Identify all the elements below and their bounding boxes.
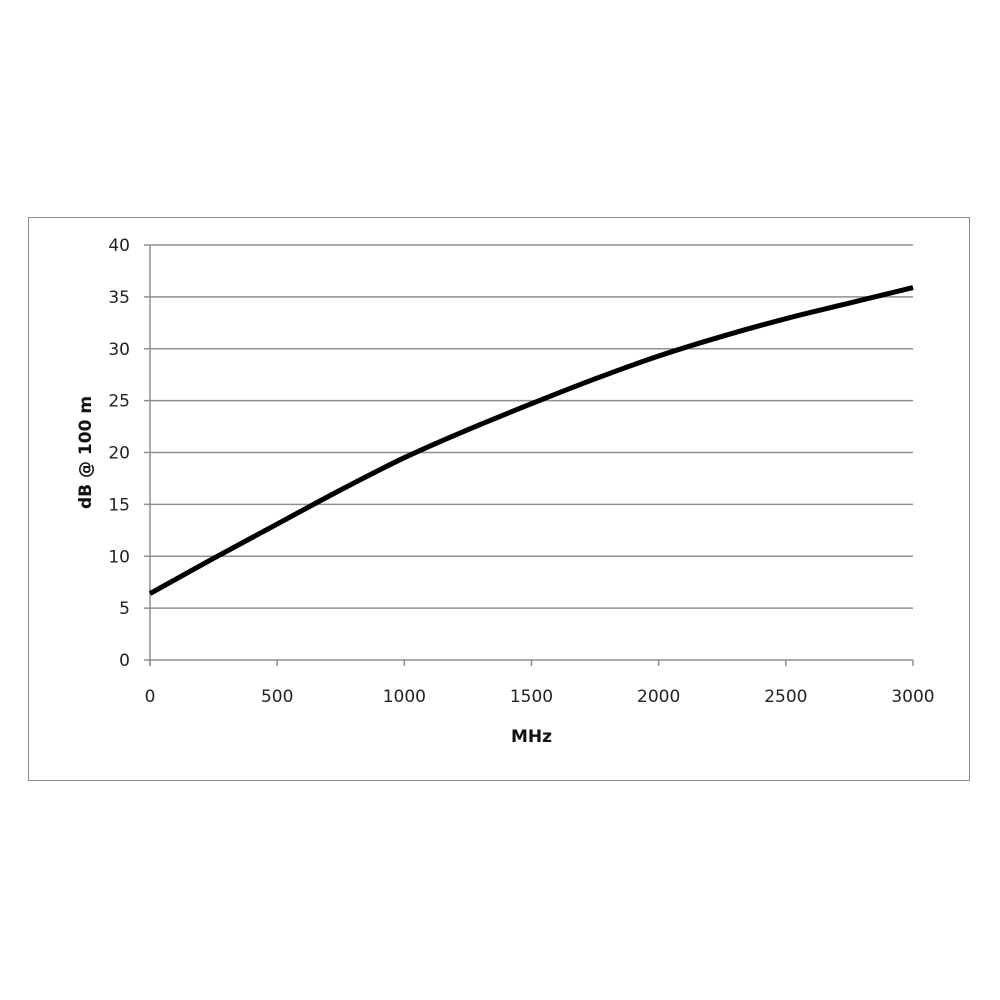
y-axis-label: dB @ 100 m <box>76 396 96 509</box>
y-tick-label: 25 <box>108 392 130 412</box>
y-tick-label: 5 <box>119 599 130 619</box>
y-tick-label: 40 <box>108 236 130 256</box>
x-axis-label: MHz <box>511 727 552 747</box>
x-tick-label: 2000 <box>637 687 680 707</box>
x-tick-label: 3000 <box>891 687 934 707</box>
x-tick-label: 1000 <box>383 687 426 707</box>
y-tick-label: 10 <box>108 547 130 567</box>
x-tick-label: 0 <box>145 687 156 707</box>
y-tick-label: 0 <box>119 651 130 671</box>
series-line <box>148 285 914 596</box>
x-tick-label: 500 <box>261 687 293 707</box>
x-tick-label: 1500 <box>510 687 553 707</box>
y-tick-label: 35 <box>108 288 130 308</box>
y-tick-label: 15 <box>108 495 130 515</box>
y-tick-label: 20 <box>108 444 130 464</box>
y-tick-label: 30 <box>108 340 130 360</box>
x-tick-label: 2500 <box>764 687 807 707</box>
